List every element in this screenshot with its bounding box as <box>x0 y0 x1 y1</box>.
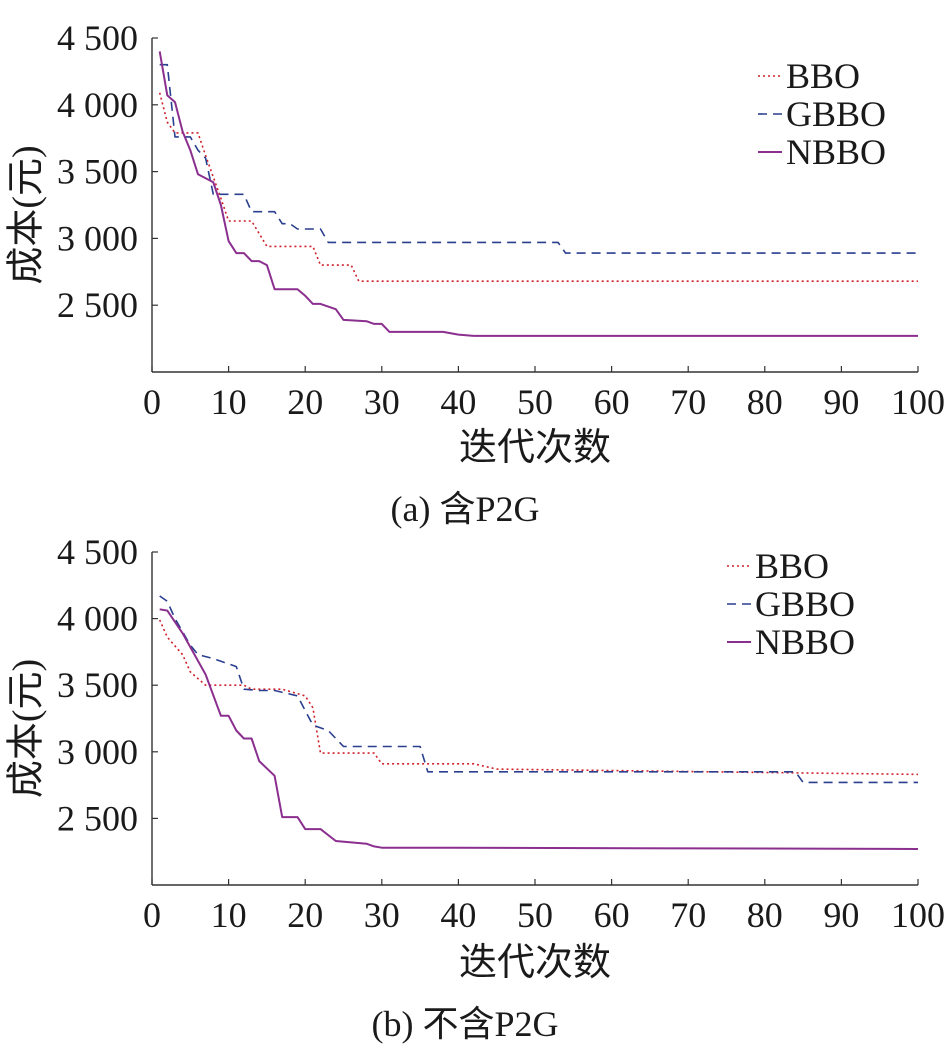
chart-1-caption: (b) 不含P2G <box>372 1004 559 1044</box>
chart-0-x-tick-label: 90 <box>823 382 859 422</box>
chart-0-x-tick-label: 0 <box>143 382 161 422</box>
chart-1-y-tick-label: 4 500 <box>57 532 138 572</box>
chart-1-y-axis-title: 成本(元) <box>6 659 48 798</box>
chart-1-legend-label-nbbo: NBBO <box>755 622 855 662</box>
chart-1-x-tick-label: 60 <box>594 895 630 935</box>
chart-1-legend-label-bbo: BBO <box>755 546 829 586</box>
chart-1-y-tick-label: 3 000 <box>57 732 138 772</box>
chart-0-x-axis-title: 迭代次数 <box>459 427 611 469</box>
chart-1-x-tick-label: 10 <box>211 895 247 935</box>
chart-1-legend-label-gbbo: GBBO <box>755 584 855 624</box>
chart-0-x-tick-label: 30 <box>364 382 400 422</box>
chart-0-y-tick-label: 2 500 <box>57 285 138 325</box>
chart-0-x-tick-label: 70 <box>670 382 706 422</box>
chart-1-x-tick-label: 70 <box>670 895 706 935</box>
chart-0-legend-label-bbo: BBO <box>786 56 860 96</box>
chart-0-x-tick-label: 80 <box>747 382 783 422</box>
chart-1-x-tick-label: 100 <box>891 895 945 935</box>
chart-0-x-tick-label: 10 <box>211 382 247 422</box>
chart-0-y-tick-label: 4 500 <box>57 18 138 58</box>
chart-1-y-tick-label: 2 500 <box>57 798 138 838</box>
chart-1-x-tick-label: 0 <box>143 895 161 935</box>
chart-0-y-tick-label: 3 500 <box>57 152 138 192</box>
chart-0-x-tick-label: 100 <box>891 382 945 422</box>
chart-0-x-tick-label: 60 <box>594 382 630 422</box>
chart-0-legend-label-gbbo: GBBO <box>786 94 886 134</box>
chart-1-x-tick-label: 50 <box>517 895 553 935</box>
chart-0-x-tick-label: 50 <box>517 382 553 422</box>
chart-0-legend-label-nbbo: NBBO <box>786 132 886 172</box>
chart-1-x-tick-label: 20 <box>287 895 323 935</box>
chart-1-series-gbbo-line <box>159 595 918 784</box>
chart-1-x-tick-label: 40 <box>440 895 476 935</box>
chart-1-x-axis-title: 迭代次数 <box>459 942 611 984</box>
chart-1-group: 2 500 3 000 3 500 4 000 4 500 0 10 20 30 40 50 60 70… <box>6 532 945 1044</box>
chart-0-series-gbbo-line <box>159 63 918 254</box>
chart-0-group: 2 500 3 000 3 500 4 000 4 500 0 10 20 30 40 50 60 70… <box>6 18 945 529</box>
chart-1-x-tick-label: 80 <box>747 895 783 935</box>
chart-1-series-bbo-line <box>158 619 919 776</box>
chart-1-x-tick-label: 30 <box>364 895 400 935</box>
chart-0-x-tick-label: 20 <box>287 382 323 422</box>
chart-0-y-axis-title: 成本(元) <box>6 145 48 284</box>
chart-0-series-nbbo-line <box>158 51 918 337</box>
chart-0-y-tick-label: 4 000 <box>57 85 138 125</box>
chart-1-y-tick-label: 3 500 <box>57 665 138 705</box>
chart-0-x-tick-label: 40 <box>440 382 476 422</box>
chart-1-y-tick-label: 4 000 <box>57 599 138 639</box>
chart-0-y-tick-label: 3 000 <box>57 218 138 258</box>
chart-1-x-tick-label: 90 <box>823 895 859 935</box>
chart-0-caption: (a) 含P2G <box>391 489 540 529</box>
chart-0-series-bbo-line <box>158 92 918 282</box>
chart-1-series-nbbo-line <box>159 608 919 850</box>
